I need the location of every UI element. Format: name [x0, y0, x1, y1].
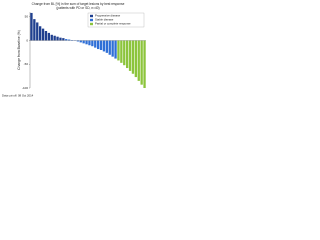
bar	[88, 40, 91, 46]
y-tick-label: 50	[25, 15, 29, 19]
bar	[30, 12, 33, 41]
bar	[120, 40, 123, 63]
bar	[91, 40, 94, 47]
bar	[67, 39, 71, 41]
bar	[117, 40, 120, 61]
legend-label: Stable disease	[95, 18, 114, 22]
bar	[140, 40, 143, 85]
bar	[50, 34, 53, 41]
page: {"chart_data": {"type": "bar", "title": …	[0, 0, 320, 100]
bar	[85, 40, 88, 45]
bar	[96, 40, 100, 50]
bar	[79, 40, 82, 43]
chart: Change from BL [%] in the sum of target …	[2, 2, 146, 98]
y-tick-label: 0	[26, 38, 28, 42]
y-tick-label: -50	[24, 62, 29, 66]
bar	[99, 40, 103, 50]
bar	[38, 26, 42, 41]
bar	[44, 31, 48, 41]
footnote: Data cut-off: 08 Oct 2014	[2, 94, 34, 98]
legend-swatch	[90, 22, 93, 26]
y-axis-label: Change from Baseline (%)	[17, 30, 21, 70]
bar	[65, 39, 68, 41]
bar	[105, 40, 109, 53]
bar	[114, 40, 117, 59]
bar	[143, 40, 146, 88]
bar	[128, 40, 132, 71]
bar	[125, 40, 129, 69]
legend-label: Partial or complete response	[95, 22, 131, 26]
bar	[131, 40, 135, 74]
bar	[137, 40, 140, 81]
y-tick-label: -100	[22, 86, 28, 90]
legend-box	[87, 12, 145, 28]
bar	[123, 40, 126, 66]
bar	[53, 35, 56, 41]
bar	[59, 37, 62, 41]
legend-swatch	[90, 14, 93, 18]
bar	[82, 40, 85, 44]
bar	[33, 19, 36, 41]
bar	[47, 32, 51, 41]
bar	[41, 28, 45, 41]
bar	[62, 38, 65, 41]
bar	[134, 40, 138, 78]
bar	[76, 40, 80, 42]
bar	[36, 22, 39, 41]
chart-title: Change from BL [%] in the sum of target …	[32, 2, 125, 6]
bar	[94, 40, 97, 48]
legend-swatch	[90, 18, 93, 22]
chart-subtitle: (patients with PD or SD, n=40)	[56, 6, 99, 10]
bar	[102, 40, 106, 52]
bar	[108, 40, 111, 55]
legend-label: Progressive disease	[95, 14, 121, 18]
bar	[111, 40, 114, 57]
bar	[56, 36, 59, 41]
